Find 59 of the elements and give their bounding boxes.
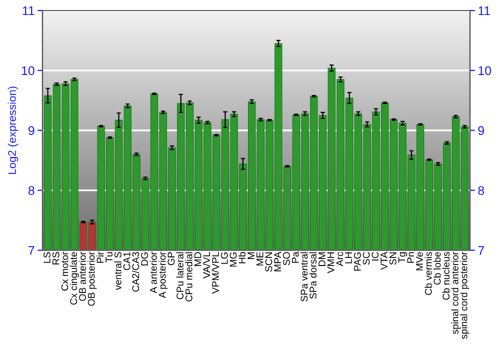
x-tick-label: SN bbox=[389, 252, 396, 265]
x-tick-label: Tg bbox=[398, 252, 408, 263]
x-tick-label: Arc bbox=[336, 252, 344, 266]
y2-tick-label: 8 bbox=[478, 186, 484, 195]
x-tick-label: IC bbox=[372, 252, 379, 260]
x-tick-label: M bbox=[248, 252, 254, 259]
x-tick-label: MD bbox=[194, 252, 202, 266]
y-tick-label: 8 bbox=[28, 186, 34, 195]
x-tick-label: VPM/VPL bbox=[212, 252, 219, 294]
x-tick-label: MG bbox=[230, 252, 237, 266]
x-tick-label: SPa dorsal bbox=[309, 252, 317, 299]
x-tick-label: GP bbox=[168, 252, 175, 266]
x-tick-label: VA/VL bbox=[202, 252, 210, 278]
x-tick-label: ME bbox=[256, 252, 264, 266]
x-tick-label: Pir bbox=[96, 252, 104, 263]
y-tick-label: 7 bbox=[28, 246, 34, 255]
x-tick-label: SCN bbox=[265, 252, 272, 272]
x-tick-label: spinal cord posterior bbox=[460, 252, 470, 339]
x-tick-label: Tu bbox=[106, 252, 113, 262]
x-tick-label: PAG bbox=[354, 252, 361, 271]
x-tick-label: VTA bbox=[380, 252, 388, 270]
x-tick-label: Cb lobe bbox=[434, 252, 441, 285]
y2-tick-label: 9 bbox=[478, 126, 484, 136]
x-tick-label: Cx motor bbox=[61, 252, 68, 291]
x-tick-label: DM bbox=[318, 252, 326, 266]
x-tick-label: CPu lateral bbox=[176, 252, 184, 300]
x-tick-label: DG bbox=[141, 252, 148, 266]
x-tick-label: SO bbox=[283, 252, 290, 266]
y-axis-title: Log2 (expression) bbox=[8, 86, 18, 174]
x-tick-label: VMH bbox=[327, 252, 334, 274]
x-tick-label: LH bbox=[345, 252, 352, 264]
x-tick-label: MVe bbox=[416, 252, 423, 270]
x-tick-label: RS bbox=[52, 252, 60, 264]
x-tick-label: spinal cord anterior bbox=[451, 252, 460, 334]
y-tick-label: 9 bbox=[28, 126, 34, 136]
x-tick-label: SC bbox=[362, 252, 370, 265]
y2-tick-label: 10 bbox=[478, 66, 492, 76]
x-tick-label: A anterior bbox=[150, 252, 157, 294]
x-tick-label: CA1 bbox=[123, 252, 130, 270]
x-tick-label: CA2/CA3 bbox=[132, 252, 140, 292]
x-tick-label: Hb bbox=[238, 252, 246, 264]
y2-tick-label: 11 bbox=[478, 6, 490, 16]
x-tick-label: A posterior bbox=[158, 252, 168, 298]
x-tick-label: CPu medial bbox=[185, 252, 192, 302]
x-tick-label: Cb nucleus bbox=[442, 252, 450, 300]
y-tick-label: 10 bbox=[22, 66, 34, 76]
x-tick-label: Pa bbox=[292, 252, 299, 263]
x-tick-label: OB posterior bbox=[88, 252, 97, 306]
x-tick-label: LS bbox=[44, 252, 50, 263]
x-tick-label: Cb vermis bbox=[424, 252, 432, 295]
x-tick-label: SPa ventral bbox=[300, 252, 308, 302]
x-tick-label: OB anterior bbox=[78, 252, 86, 301]
x-tick-label: Pn bbox=[407, 252, 414, 263]
x-tick-label: LG bbox=[220, 252, 228, 264]
x-tick-label: MPA bbox=[274, 252, 281, 272]
y-tick-label: 11 bbox=[22, 6, 34, 16]
y2-tick-label: 7 bbox=[478, 246, 484, 255]
x-tick-label: ventral S bbox=[114, 252, 122, 290]
x-tick-label: Cx cingulate bbox=[70, 252, 79, 305]
